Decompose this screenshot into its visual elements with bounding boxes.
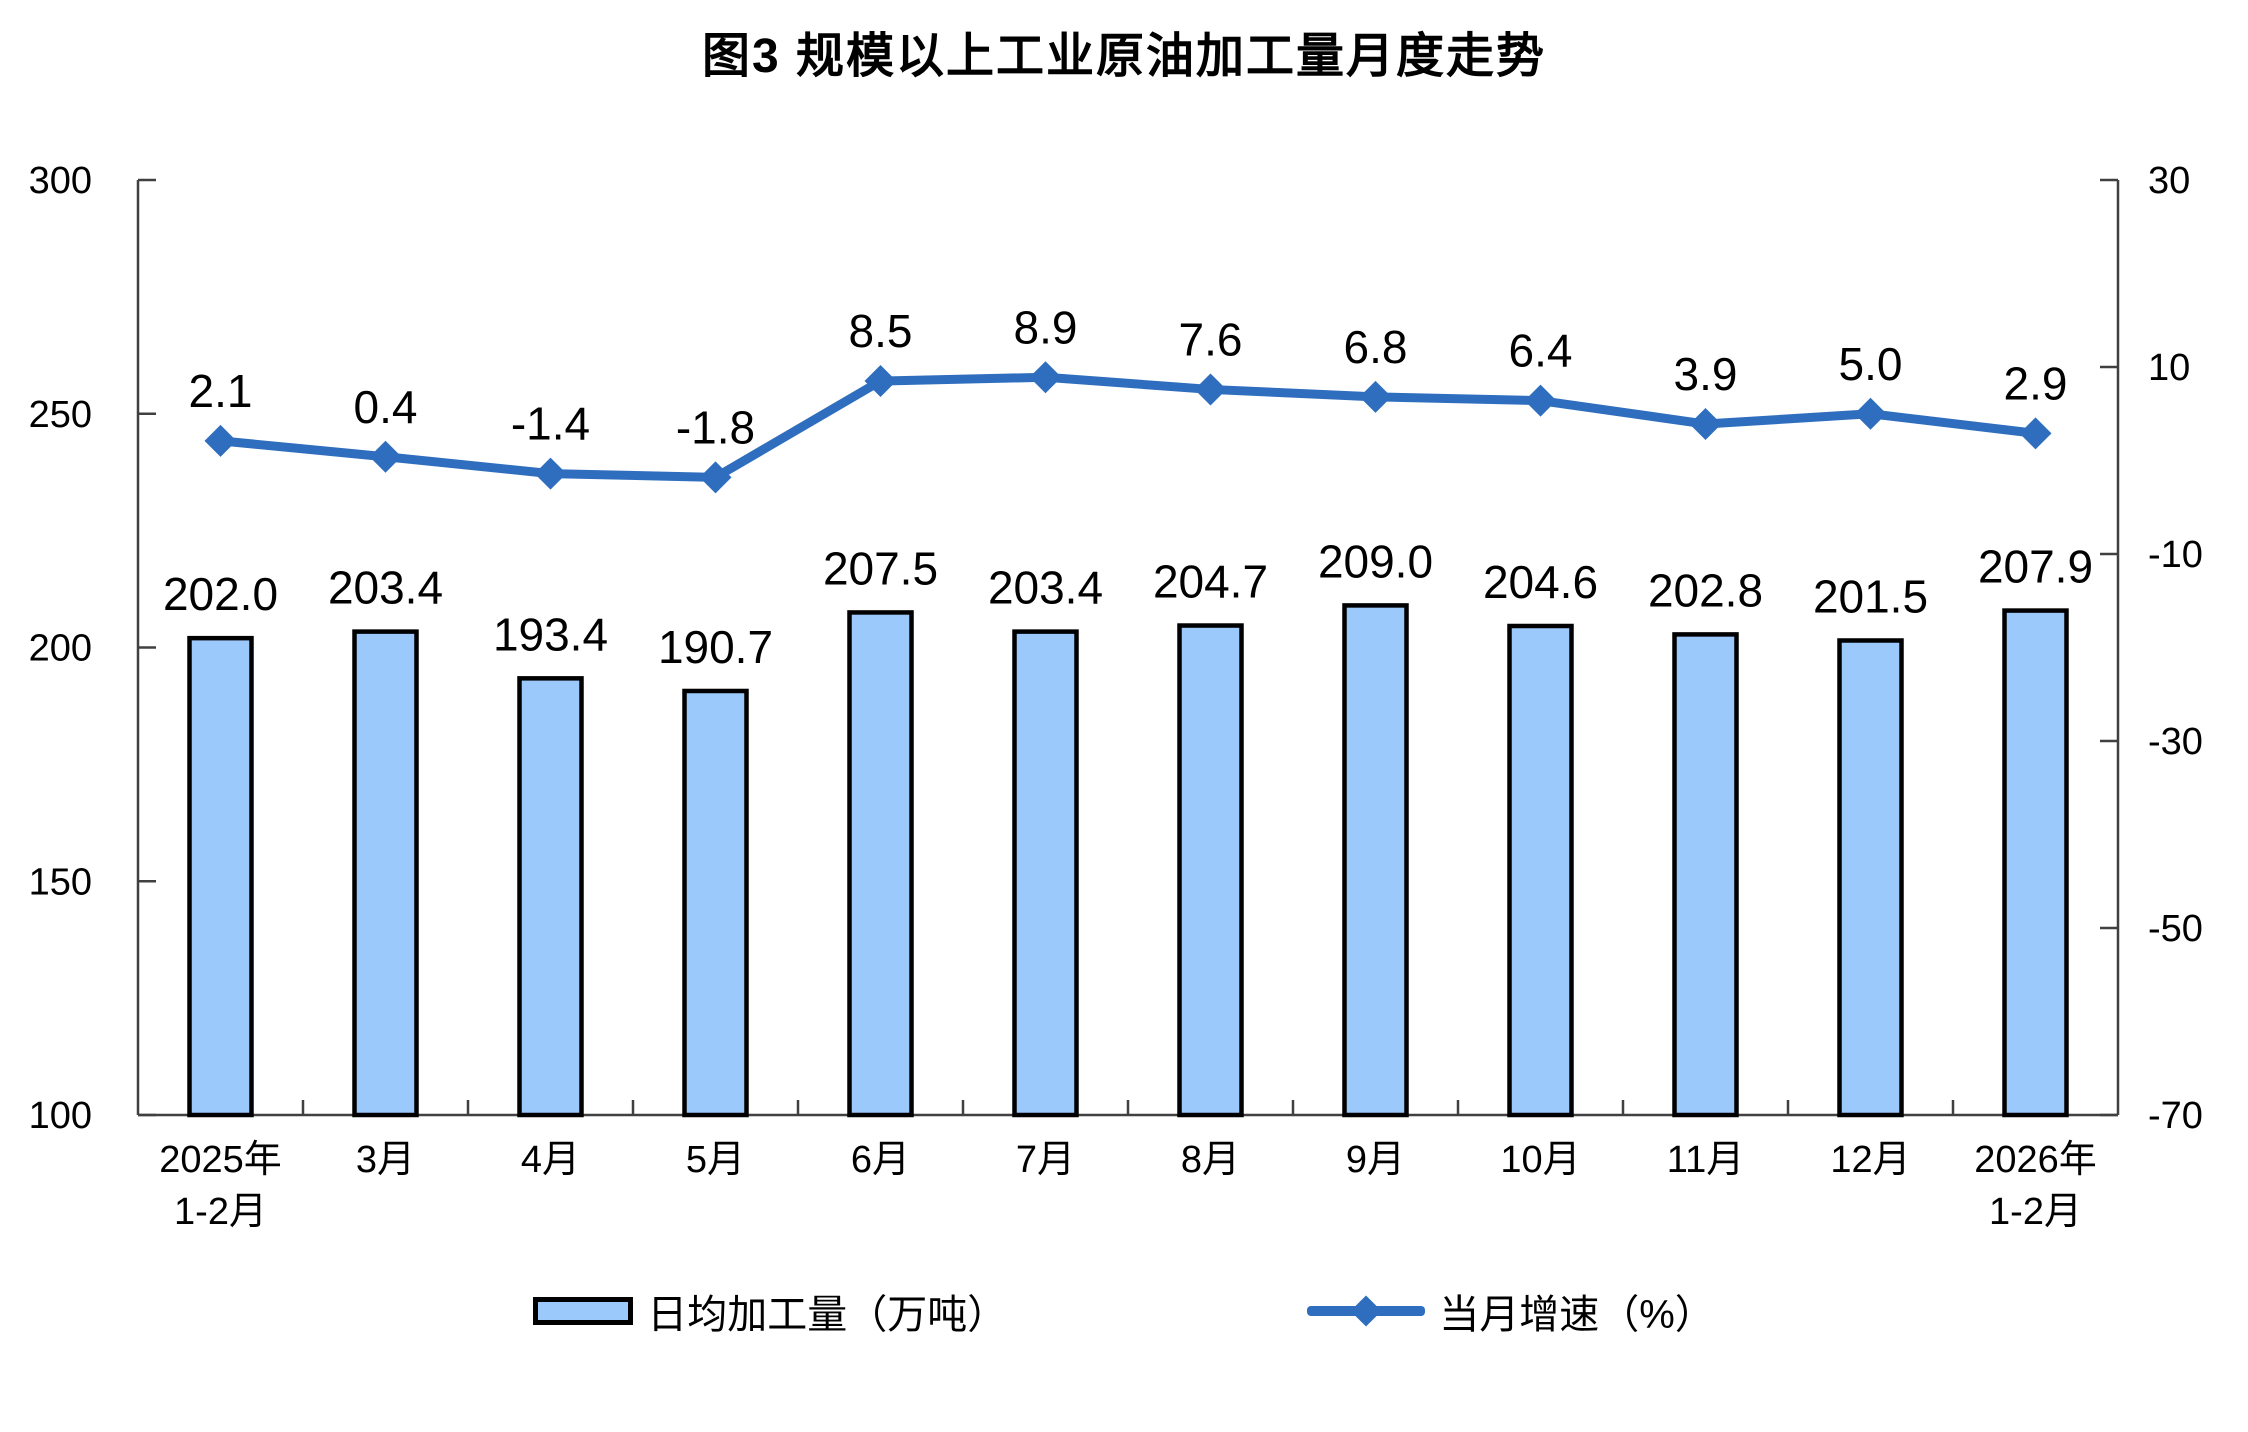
left-axis-tick-label: 300 bbox=[29, 160, 92, 202]
bar bbox=[1177, 623, 1244, 1118]
x-axis-category-label: 3月 bbox=[356, 1139, 415, 1181]
chart-title: 图3 规模以上工业原油加工量月度走势 bbox=[701, 30, 1547, 83]
bar bbox=[1837, 638, 1904, 1118]
line-point-marker bbox=[1854, 397, 1887, 430]
line-series-swatch-icon bbox=[1307, 1294, 1426, 1328]
x-axis-category-label: 8月 bbox=[1181, 1139, 1240, 1181]
right-axis-tick-label: -70 bbox=[2148, 1095, 2203, 1137]
bar bbox=[1342, 603, 1409, 1118]
x-axis-category-label: 12月 bbox=[1830, 1139, 1910, 1181]
line-series bbox=[220, 372, 2037, 482]
line-data-label: 0.4 bbox=[354, 381, 418, 433]
x-axis-category-label: 4月 bbox=[521, 1139, 580, 1181]
legend-item-bar-series: 日均加工量（万吨） bbox=[533, 1282, 1007, 1340]
line-data-label: 6.4 bbox=[1509, 325, 1573, 377]
x-axis-category-label: 9月 bbox=[1346, 1139, 1405, 1181]
bar-data-label: 202.0 bbox=[163, 568, 278, 620]
bar-data-label: 207.9 bbox=[1978, 541, 2093, 593]
bar bbox=[1672, 632, 1739, 1118]
chart-legend: 日均加工量（万吨） 当月增速（%） bbox=[0, 1282, 2248, 1340]
right-axis-tick-label: -30 bbox=[2148, 721, 2203, 763]
bar-data-label: 203.4 bbox=[328, 562, 443, 614]
line-point-marker bbox=[1194, 373, 1227, 406]
x-axis-category-label: 11月 bbox=[1667, 1139, 1744, 1181]
line-data-label: 7.6 bbox=[1179, 313, 1243, 365]
x-axis-category-label: 5月 bbox=[686, 1139, 745, 1181]
bar bbox=[2002, 608, 2069, 1118]
line-point-marker bbox=[1524, 384, 1557, 417]
right-axis-tick-label: -50 bbox=[2148, 908, 2203, 950]
right-axis-tick-label: 10 bbox=[2148, 347, 2190, 389]
line-point-marker bbox=[369, 440, 402, 473]
bar bbox=[352, 629, 419, 1118]
line-data-label: 8.9 bbox=[1014, 301, 1078, 353]
bar-data-label: 203.4 bbox=[988, 562, 1103, 614]
left-axis-tick-label: 200 bbox=[29, 628, 92, 670]
bar bbox=[517, 676, 584, 1118]
x-axis-category-label: 2026年 1-2月 bbox=[1974, 1139, 2097, 1233]
line-data-label: 3.9 bbox=[1674, 348, 1738, 400]
bar-data-label: 207.5 bbox=[823, 542, 938, 594]
line-point-marker bbox=[2019, 417, 2052, 450]
left-axis-tick-label: 250 bbox=[29, 394, 92, 436]
line-data-label: -1.8 bbox=[676, 401, 755, 453]
bar-data-label: 202.8 bbox=[1648, 564, 1763, 616]
x-axis-category-label: 7月 bbox=[1016, 1139, 1075, 1181]
bar bbox=[682, 688, 749, 1118]
line-point-marker bbox=[699, 461, 732, 494]
bar-data-label: 209.0 bbox=[1318, 535, 1433, 587]
line-point-marker bbox=[1029, 361, 1062, 394]
bar bbox=[187, 635, 254, 1118]
line-point-marker bbox=[1359, 380, 1392, 413]
bar bbox=[1012, 629, 1079, 1118]
right-axis-tick-label: -10 bbox=[2148, 534, 2203, 576]
bar-data-label: 204.7 bbox=[1153, 556, 1268, 608]
bar-data-label: 193.4 bbox=[493, 608, 608, 660]
diamond-marker-icon bbox=[1350, 1295, 1382, 1327]
right-axis-tick-label: 30 bbox=[2148, 160, 2190, 202]
bar-data-label: 190.7 bbox=[658, 621, 773, 673]
bar bbox=[1507, 623, 1574, 1118]
legend-item-line-series: 当月增速（%） bbox=[1307, 1282, 1715, 1340]
bar bbox=[847, 610, 914, 1118]
line-data-label: 2.1 bbox=[189, 365, 253, 417]
x-axis-category-label: 2025年 1-2月 bbox=[159, 1139, 282, 1233]
bar-data-label: 204.6 bbox=[1483, 556, 1598, 608]
legend-bar-label: 日均加工量（万吨） bbox=[647, 1293, 1008, 1337]
bar-data-label: 201.5 bbox=[1813, 570, 1928, 622]
legend-line-label: 当月增速（%） bbox=[1439, 1293, 1715, 1337]
line-data-label: 8.5 bbox=[849, 305, 913, 357]
line-point-marker bbox=[1689, 408, 1722, 441]
line-data-label: 2.9 bbox=[2004, 357, 2068, 409]
left-axis-tick-label: 100 bbox=[29, 1095, 92, 1137]
x-axis-category-label: 10月 bbox=[1500, 1139, 1580, 1181]
line-data-label: -1.4 bbox=[511, 398, 590, 450]
bar-series-swatch-icon bbox=[533, 1297, 634, 1325]
line-data-label: 6.8 bbox=[1344, 321, 1408, 373]
x-axis-category-label: 6月 bbox=[851, 1139, 910, 1181]
line-point-marker bbox=[534, 457, 567, 490]
line-data-label: 5.0 bbox=[1839, 338, 1903, 390]
left-axis-tick-label: 150 bbox=[29, 861, 92, 903]
line-point-marker bbox=[204, 424, 237, 457]
line-point-marker bbox=[864, 365, 897, 398]
